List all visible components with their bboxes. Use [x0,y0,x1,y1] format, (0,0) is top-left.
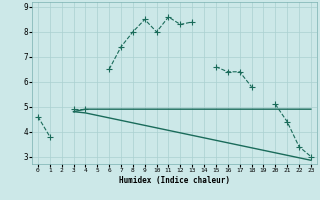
X-axis label: Humidex (Indice chaleur): Humidex (Indice chaleur) [119,176,230,185]
